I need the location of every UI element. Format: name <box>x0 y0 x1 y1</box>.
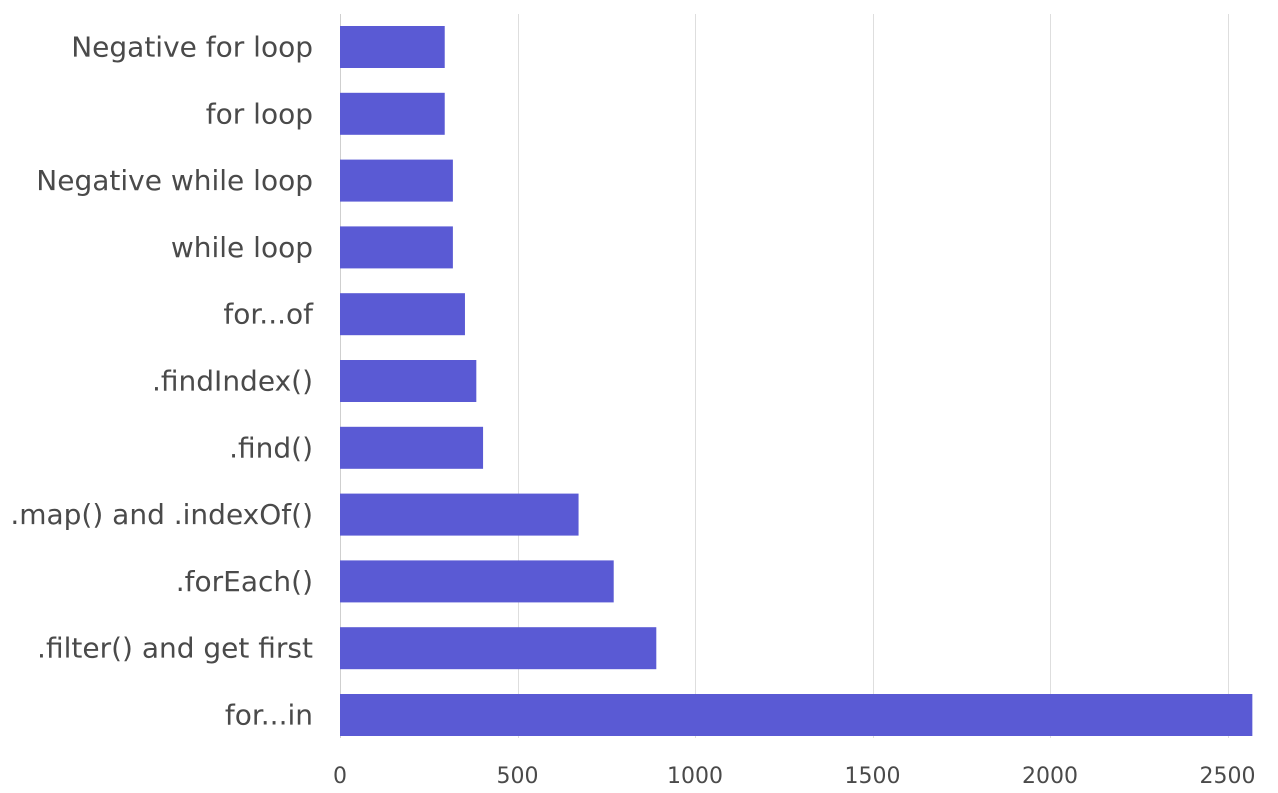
x-tick-label: 0 <box>333 764 347 789</box>
x-axis-tick-labels: 0 500 1000 1500 2000 2500 <box>333 764 1256 789</box>
grid-lines <box>340 14 1229 738</box>
category-label: .find() <box>229 431 313 464</box>
x-tick-label: 1500 <box>845 764 901 789</box>
category-label: for loop <box>206 97 313 130</box>
category-label: .filter() and get first <box>37 632 313 665</box>
category-label: while loop <box>171 231 313 264</box>
bar <box>340 26 445 68</box>
bar <box>340 226 453 269</box>
category-label: .findIndex() <box>152 365 313 398</box>
bar <box>340 560 614 603</box>
bar <box>340 293 465 336</box>
bar <box>340 627 657 670</box>
bars <box>340 26 1253 736</box>
bar <box>340 426 484 469</box>
x-tick-label: 2500 <box>1200 764 1256 789</box>
x-tick-label: 1000 <box>667 764 723 789</box>
category-label: .map() and .indexOf() <box>10 498 313 531</box>
bar <box>340 694 1253 736</box>
x-tick-label: 2000 <box>1022 764 1078 789</box>
bar <box>340 493 579 536</box>
category-labels: Negative for loop for loop Negative while … <box>10 31 314 732</box>
category-label: Negative for loop <box>71 31 313 64</box>
bar <box>340 92 445 135</box>
category-label: for...of <box>223 298 314 331</box>
x-tick-label: 500 <box>497 764 539 789</box>
bar <box>340 159 453 202</box>
category-label: .forEach() <box>176 565 313 598</box>
category-label: for...in <box>225 699 313 732</box>
bar <box>340 360 477 402</box>
category-label: Negative while loop <box>36 164 313 197</box>
